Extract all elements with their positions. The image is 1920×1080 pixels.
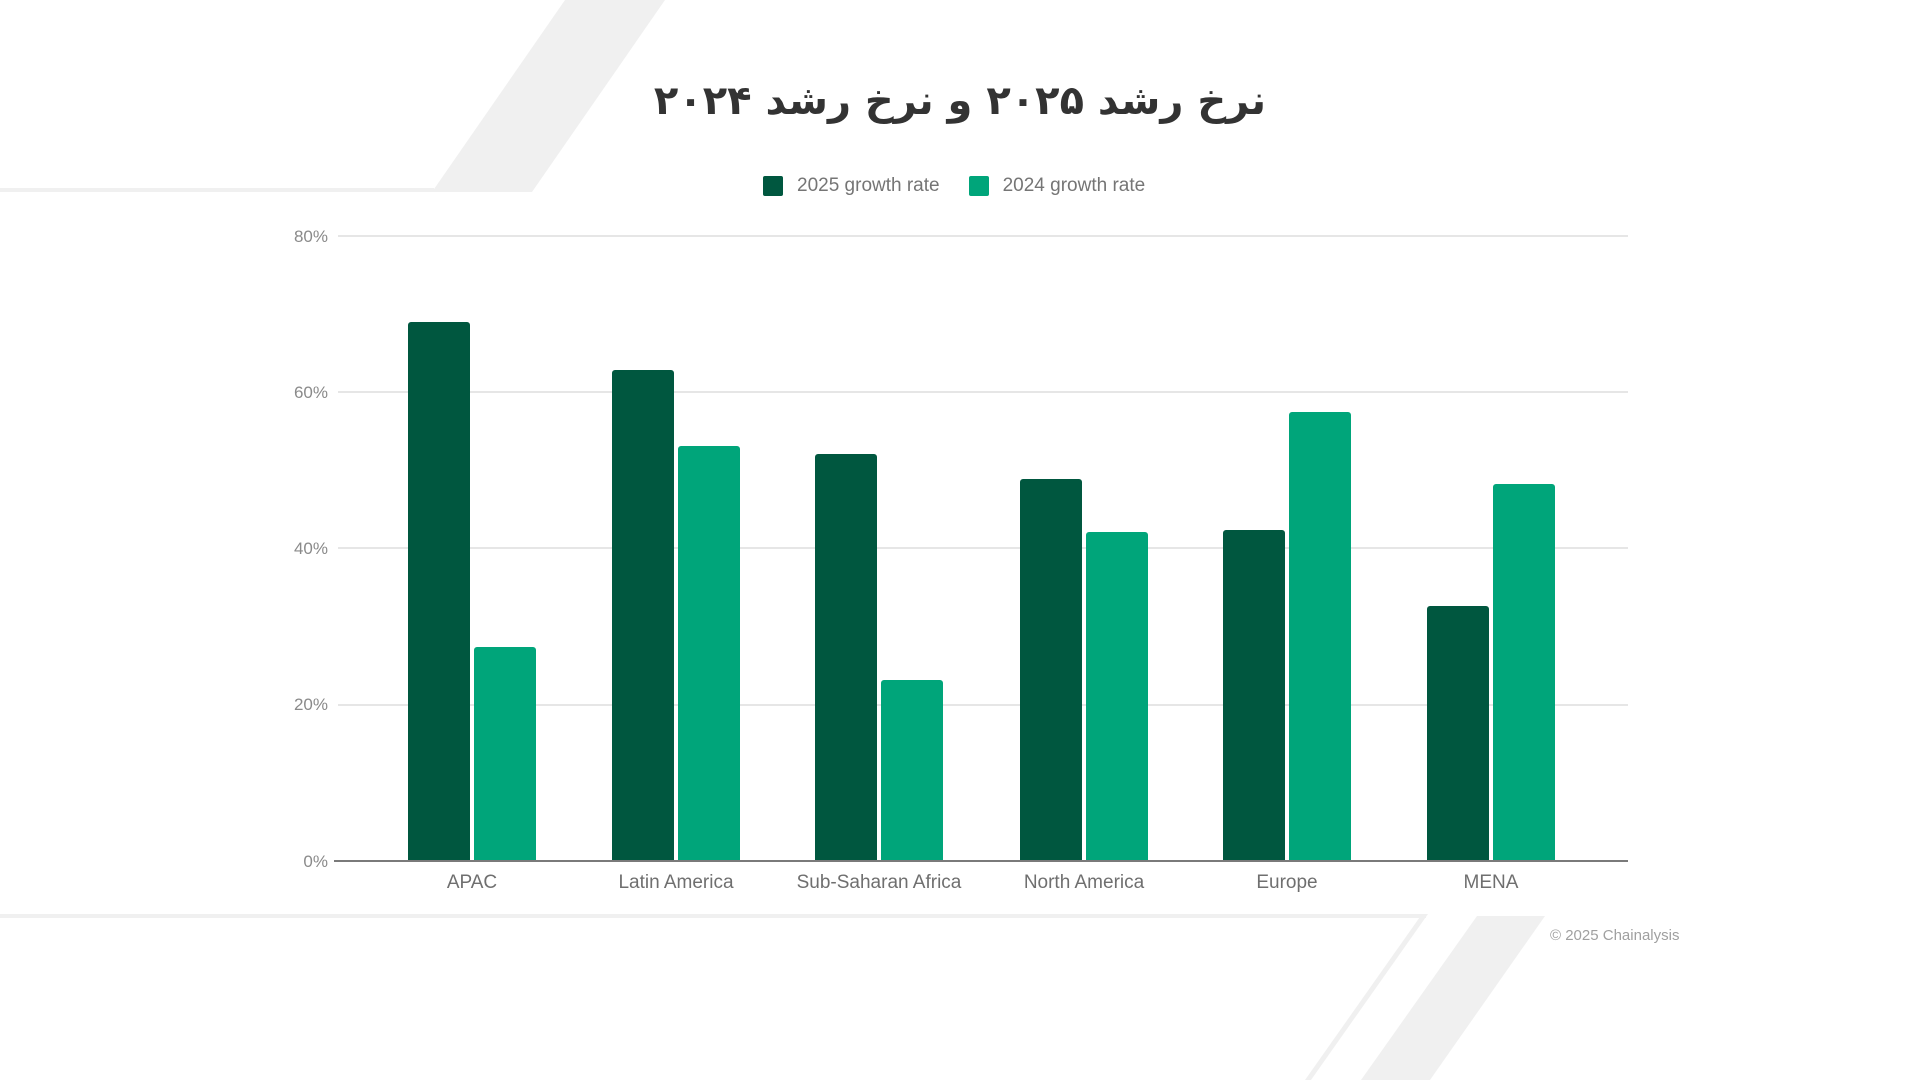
x-label-mena: MENA — [1463, 872, 1519, 893]
legend-label-2025: 2025 growth rate — [797, 175, 940, 196]
x-label-sub-saharan-africa: Sub-Saharan Africa — [796, 872, 962, 893]
y-tick-60: 60% — [293, 383, 328, 402]
x-label-latin-america: Latin America — [618, 872, 734, 893]
bar-latin-america-2025[interactable] — [612, 370, 674, 861]
x-axis-line — [334, 860, 1628, 862]
bar-latin-america-2024[interactable] — [678, 446, 740, 861]
copyright-notice: © 2025 Chainalysis — [1550, 927, 1680, 944]
gridline-80 — [338, 235, 1628, 237]
gridline-60 — [338, 391, 1628, 393]
legend-swatch-2024-icon — [968, 176, 989, 196]
bar-apac-2024[interactable] — [474, 647, 536, 861]
bar-sub-saharan-africa-2024[interactable] — [881, 680, 943, 861]
x-label-europe: Europe — [1256, 872, 1318, 893]
bar-north-america-2025[interactable] — [1020, 479, 1082, 861]
chart-title: نرخ رشد ۲۰۲۵ و نرخ رشد ۲۰۲۴ — [653, 78, 1267, 124]
bar-europe-2024[interactable] — [1289, 412, 1351, 861]
y-tick-40: 40% — [293, 539, 328, 558]
bar-sub-saharan-africa-2025[interactable] — [815, 454, 877, 861]
bar-north-america-2024[interactable] — [1086, 532, 1148, 861]
bar-mena-2025[interactable] — [1427, 606, 1489, 861]
y-tick-0: 0% — [303, 852, 328, 871]
y-tick-80: 80% — [293, 227, 328, 246]
legend-swatch-2025-icon — [763, 176, 783, 196]
legend-item-2024[interactable]: 2024 growth rate — [968, 175, 1146, 197]
bar-apac-2025[interactable] — [408, 322, 470, 861]
bar-mena-2024[interactable] — [1493, 484, 1555, 861]
gridline-40 — [338, 547, 1628, 549]
y-tick-20: 20% — [293, 695, 328, 714]
bar-europe-2025[interactable] — [1223, 530, 1285, 861]
gridline-20 — [338, 704, 1628, 706]
legend-label-2024: 2024 growth rate — [1002, 175, 1146, 196]
x-label-north-america: North America — [1023, 872, 1145, 893]
legend-item-2025[interactable]: 2025 growth rate — [763, 175, 940, 197]
x-label-apac: APAC — [446, 872, 498, 893]
chart-legend: 2025 growth rate 2024 growth rate — [763, 175, 1174, 197]
